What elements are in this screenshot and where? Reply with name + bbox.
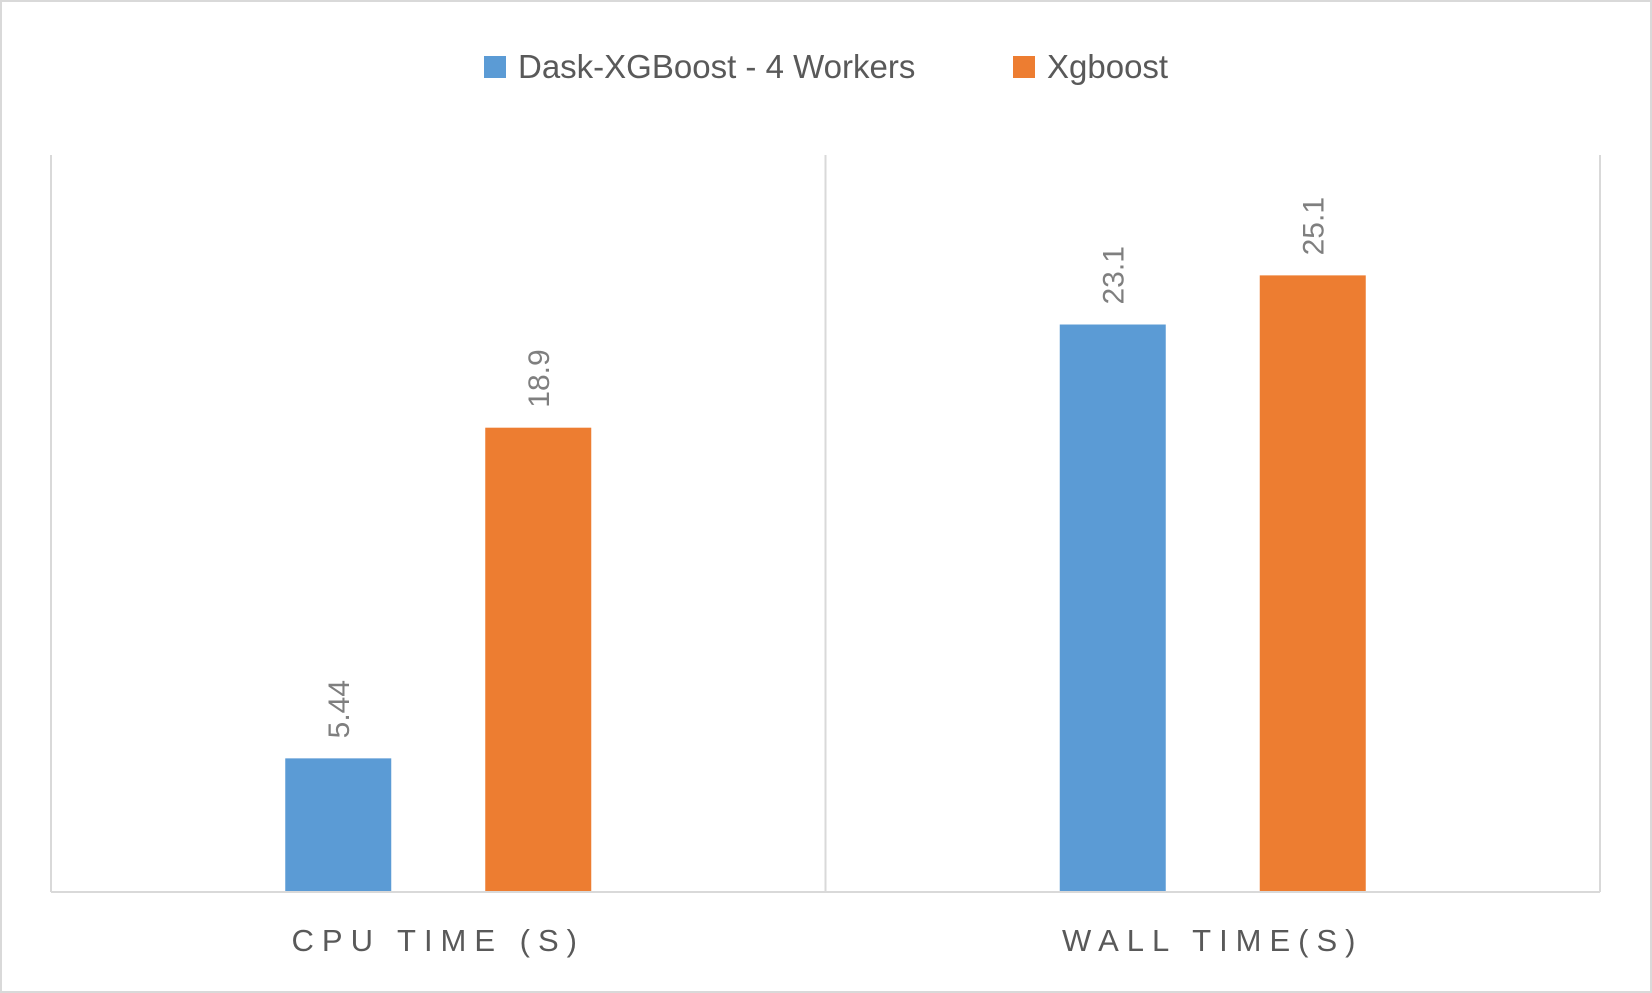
legend-swatch-1 [1013, 56, 1035, 78]
category-labels: CPU TIME (S) WALL TIME(S) [292, 923, 1364, 958]
legend-item-0: Dask-XGBoost - 4 Workers [484, 48, 915, 85]
data-label-series0-cat1: 23.1 [1098, 246, 1131, 304]
legend-label-1: Xgboost [1047, 48, 1168, 85]
bar-series0-cat1 [1059, 324, 1166, 892]
legend-swatch-0 [484, 56, 506, 78]
category-label-0: CPU TIME (S) [292, 923, 586, 958]
legend: Dask-XGBoost - 4 Workers Xgboost [484, 48, 1168, 85]
bar-series0-cat0 [285, 758, 392, 892]
data-labels: 5.44 23.1 18.9 25.1 [323, 197, 1331, 738]
data-label-series0-cat0: 5.44 [323, 680, 356, 738]
bar-series1-cat1 [1259, 275, 1366, 892]
data-label-series1-cat0: 18.9 [523, 349, 556, 407]
bar-series1-cat0 [485, 427, 592, 892]
category-label-1: WALL TIME(S) [1062, 923, 1364, 958]
data-label-series1-cat1: 25.1 [1298, 197, 1331, 255]
legend-label-0: Dask-XGBoost - 4 Workers [518, 48, 915, 85]
category-separators [50, 155, 1601, 892]
legend-item-1: Xgboost [1013, 48, 1168, 85]
bars [285, 275, 1366, 892]
